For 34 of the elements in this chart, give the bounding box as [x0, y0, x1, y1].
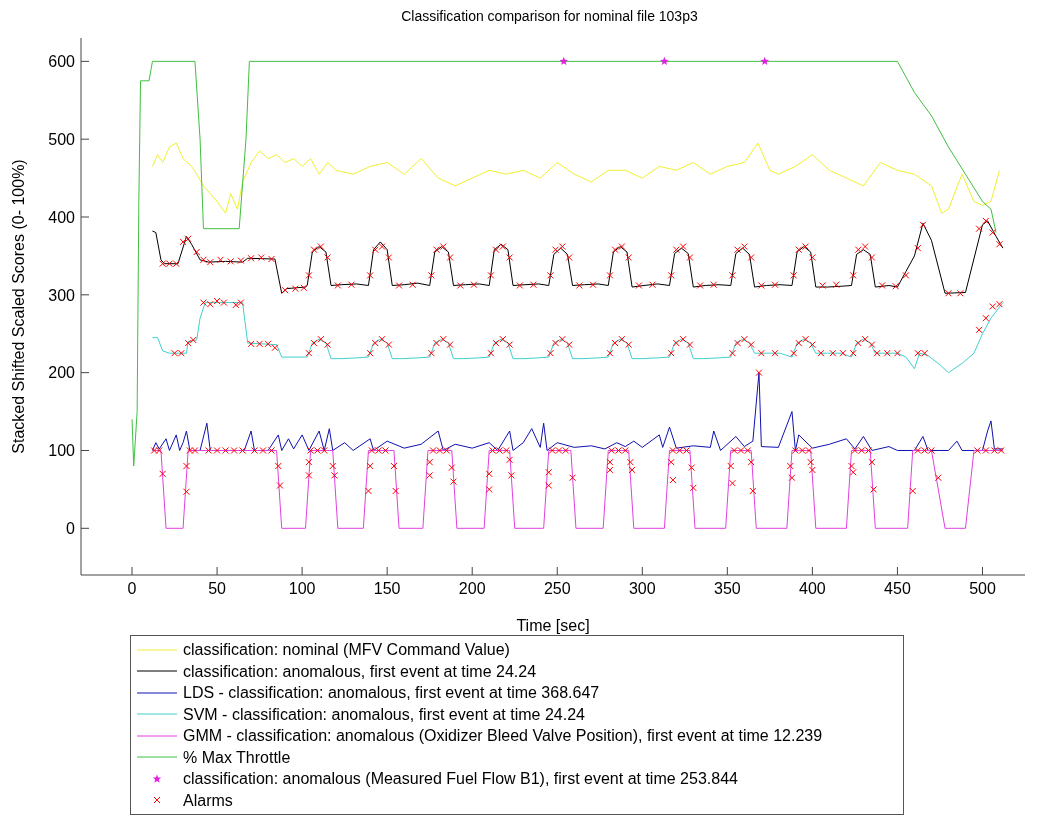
x-axis-title: Time [sec]	[516, 617, 590, 634]
x-tick-label: 250	[543, 580, 571, 598]
chart-title: Classification comparison for nominal file 103p3	[400, 8, 699, 26]
x-tick-label: 150	[373, 580, 401, 598]
legend-label: classification: anomalous, first event at time 24.24	[183, 661, 537, 682]
legend-label: LDS - classification: anomalous, first event at time 368.647	[183, 683, 600, 703]
x-tick-label: 50	[208, 580, 227, 598]
y-axis-title: Stacked Shifted Scaled Scores (0- 100%)	[9, 159, 27, 454]
legend-label: classification: nominal (MFV Command Value)	[183, 640, 510, 660]
y-tick-label: 600	[48, 53, 76, 71]
x-tick-label: 350	[713, 580, 741, 598]
line-series	[151, 372, 1004, 451]
x-tick-label: 450	[884, 580, 911, 598]
x-tick-label: 500	[969, 580, 996, 598]
y-tick-label: 500	[48, 130, 76, 148]
legend-label: GMM - classification: anomalous (Oxidizer Bleed Valve Position), first event at time 12.239	[183, 726, 823, 746]
x-tick-label: 200	[458, 580, 486, 598]
x-tick-label: 100	[288, 580, 316, 598]
x-tick-label: 300	[628, 580, 656, 598]
legend-label: % Max Throttle	[183, 747, 291, 768]
legend-label: SVM - classification: anomalous, first event at time 24.24	[183, 704, 585, 725]
legend-label: Alarms	[183, 790, 233, 811]
x-tick-label: 0	[127, 580, 137, 598]
y-tick-label: 400	[48, 208, 76, 226]
y-tick-label: 100	[48, 442, 76, 460]
line-series	[151, 302, 1004, 374]
line-series	[151, 142, 1000, 214]
line-series	[151, 220, 1004, 294]
y-tick-label: 300	[48, 286, 76, 304]
y-tick-label: 200	[48, 364, 76, 382]
x-tick-label: 400	[799, 580, 826, 598]
legend-label: classification: anomalous (Measured Fuel Flow B1), first event at time 253.844	[183, 769, 738, 789]
line-series	[131, 60, 997, 467]
y-tick-label: 0	[66, 519, 76, 537]
